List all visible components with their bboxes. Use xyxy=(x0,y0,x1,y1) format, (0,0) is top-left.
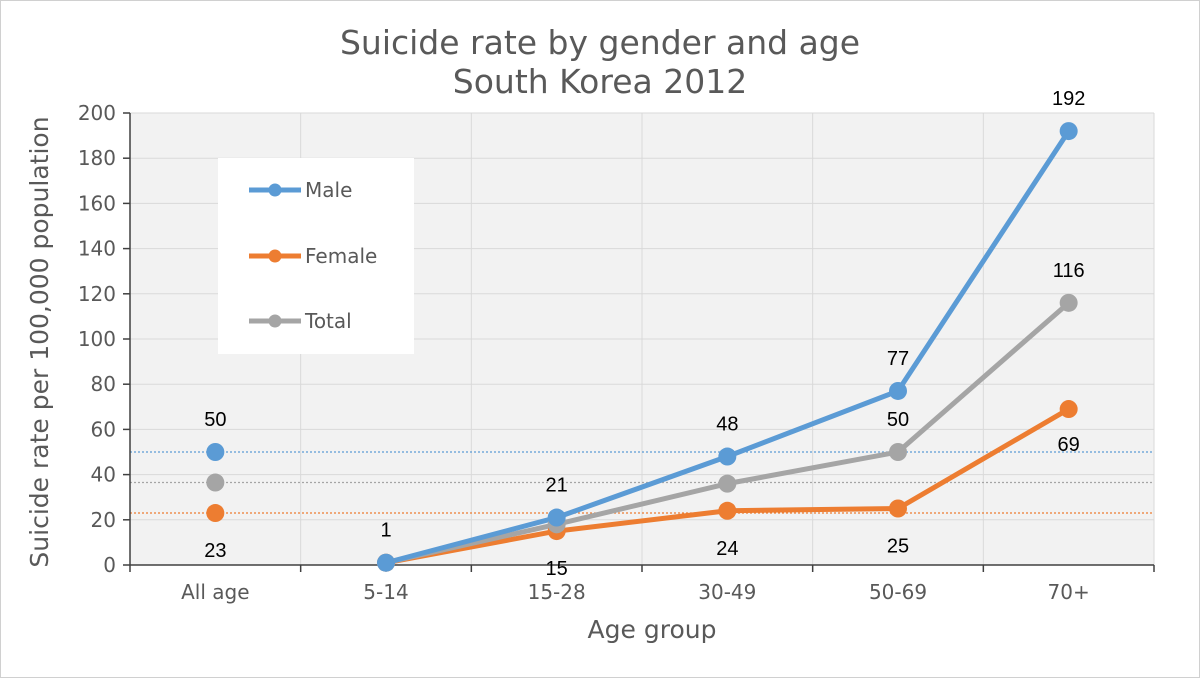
legend-marker-male xyxy=(268,183,282,197)
point-total-all-age xyxy=(206,473,225,492)
y-tick-label: 20 xyxy=(91,508,116,532)
data-label: 21 xyxy=(546,475,568,497)
data-label: 48 xyxy=(716,414,738,436)
chart-title-line-2: South Korea 2012 xyxy=(453,62,747,101)
point-male xyxy=(547,508,566,527)
y-tick-label: 200 xyxy=(78,101,116,125)
point-female xyxy=(1059,400,1078,419)
legend-label-male: Male xyxy=(305,178,352,202)
legend-label-total: Total xyxy=(304,309,352,333)
point-male xyxy=(718,447,737,466)
point-total xyxy=(889,443,907,461)
legend: Male Female Total xyxy=(218,158,414,354)
point-female xyxy=(889,499,907,518)
data-label: 69 xyxy=(1058,434,1080,456)
x-axis-title: Age group xyxy=(588,615,717,644)
x-tick-label: 70+ xyxy=(1048,580,1090,604)
data-label: 50 xyxy=(204,409,226,431)
point-female-all-age xyxy=(206,504,225,523)
point-male-all-age xyxy=(206,443,225,461)
data-label: 24 xyxy=(716,538,738,560)
point-male xyxy=(889,381,907,400)
data-label: 192 xyxy=(1052,88,1085,110)
point-female xyxy=(718,501,737,520)
y-tick-label: 180 xyxy=(78,146,116,170)
point-total xyxy=(1059,293,1078,312)
point-male xyxy=(377,553,395,572)
data-label: 116 xyxy=(1053,260,1085,282)
point-total xyxy=(718,474,737,493)
data-label: 25 xyxy=(887,536,909,558)
legend-marker-female xyxy=(268,249,282,263)
y-tick-label: 80 xyxy=(91,372,116,396)
data-label: 77 xyxy=(887,348,909,370)
x-tick-label: 30-49 xyxy=(698,580,756,604)
legend-marker-total xyxy=(268,314,282,328)
y-tick-label: 120 xyxy=(78,282,116,306)
y-tick-label: 160 xyxy=(78,191,116,215)
x-tick-label: 50-69 xyxy=(869,580,927,604)
y-tick-label: 140 xyxy=(78,237,116,261)
y-tick-label: 40 xyxy=(91,463,116,487)
data-label: 23 xyxy=(204,540,226,562)
x-tick-label: All age xyxy=(181,580,249,604)
x-tick-label: 5-14 xyxy=(363,580,408,604)
y-tick-label: 0 xyxy=(103,553,116,577)
legend-label-female: Female xyxy=(305,244,377,268)
x-tick-label: 15-28 xyxy=(528,580,586,604)
chart-title-line-1: Suicide rate by gender and age xyxy=(340,23,860,62)
y-tick-label: 60 xyxy=(91,417,116,441)
data-label: 1 xyxy=(380,520,391,542)
data-label: 15 xyxy=(546,558,568,580)
data-label: 50 xyxy=(887,409,909,431)
point-male xyxy=(1059,122,1078,141)
y-tick-label: 100 xyxy=(78,327,116,351)
y-axis-title: Suicide rate per 100,000 population xyxy=(25,116,54,567)
